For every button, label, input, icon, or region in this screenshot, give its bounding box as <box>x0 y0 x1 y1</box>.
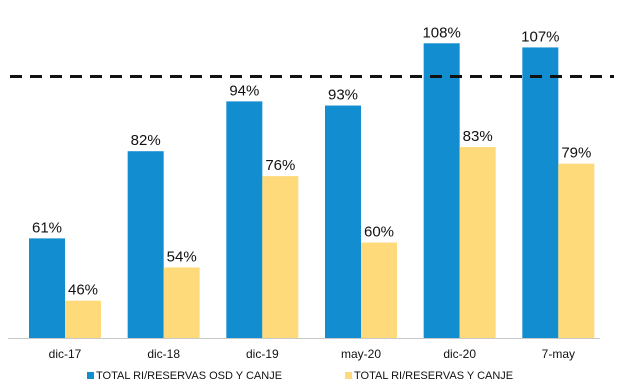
data-label: 79% <box>561 145 591 162</box>
x-tick-label: may-20 <box>341 347 381 361</box>
data-label: 93% <box>328 87 358 104</box>
legend: TOTAL RI/RESERVAS OSD Y CANJE TOTAL RI/RE… <box>87 370 513 382</box>
legend-label: TOTAL RI/RESERVAS Y CANJE <box>354 370 513 382</box>
data-label: 82% <box>131 132 161 149</box>
bar-reservas-canje-dic-18 <box>163 267 200 338</box>
bar-osd-canje-dic-20 <box>423 43 460 339</box>
bar-osd-canje-dic-18 <box>127 151 164 338</box>
x-tick-label: dic-19 <box>246 347 279 361</box>
bar-osd-canje-may-20 <box>325 105 361 338</box>
bar-reservas-canje-dic-20 <box>459 147 496 338</box>
bar-reservas-canje-dic-17 <box>65 300 101 338</box>
data-label: 108% <box>422 24 460 41</box>
bar-reservas-canje-dic-19 <box>262 176 299 338</box>
data-label: 60% <box>364 224 394 241</box>
bar-osd-canje-dic-17 <box>29 238 65 338</box>
bar-osd-canje-dic-19 <box>226 101 263 338</box>
data-label: 54% <box>167 248 197 265</box>
bar-osd-canje-7-may <box>522 47 559 339</box>
legend-swatch <box>345 372 352 379</box>
legend-swatch <box>87 372 94 379</box>
data-label: 94% <box>229 82 259 99</box>
legend-label: TOTAL RI/RESERVAS OSD Y CANJE <box>96 370 282 382</box>
data-label: 61% <box>32 219 62 236</box>
data-label: 83% <box>463 128 493 145</box>
x-tick-labels-group: dic-17 dic-18 dic-19 may-20 dic-20 7-may <box>49 347 575 361</box>
x-tick-label: dic-17 <box>49 347 82 361</box>
bar-labels-group: 61% 46% 82% 54% 94% 76% 93% 60% 108% 83% 107% 79% <box>32 24 591 298</box>
data-label: 46% <box>68 282 98 299</box>
data-label: 76% <box>265 157 295 174</box>
bar-reservas-canje-7-may <box>558 163 595 338</box>
data-label: 107% <box>521 28 559 45</box>
x-tick-label: dic-20 <box>443 347 476 361</box>
bars-group <box>29 43 595 339</box>
bar-reservas-canje-may-20 <box>361 242 397 338</box>
x-tick-label: dic-18 <box>147 347 180 361</box>
x-tick-label: 7-may <box>542 347 575 361</box>
